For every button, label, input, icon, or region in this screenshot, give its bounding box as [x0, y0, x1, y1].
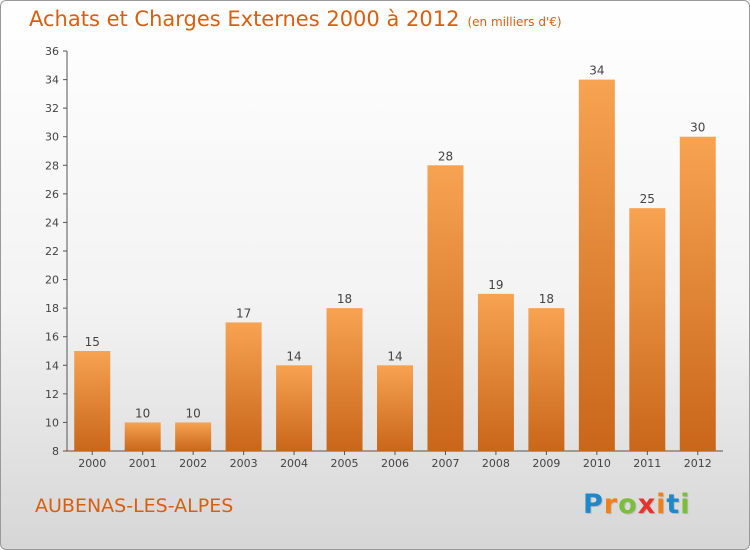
title-text: Achats et Charges Externes 2000 à 2012	[29, 7, 460, 31]
data-label: 25	[640, 192, 655, 206]
bar	[175, 422, 212, 451]
y-tick-label: 18	[45, 302, 59, 315]
y-tick-label: 34	[45, 74, 59, 87]
bar	[74, 351, 111, 451]
x-tick-label: 2009	[532, 457, 560, 470]
bar	[528, 308, 565, 451]
bar	[477, 293, 514, 451]
data-label: 14	[387, 349, 402, 363]
y-tick-label: 20	[45, 274, 59, 287]
data-label: 14	[286, 349, 301, 363]
bar	[679, 136, 716, 451]
data-label: 10	[135, 406, 150, 420]
x-tick-label: 2001	[129, 457, 157, 470]
data-label: 28	[438, 149, 453, 163]
y-tick-label: 22	[45, 245, 59, 258]
data-label: 18	[337, 292, 352, 306]
y-tick-label: 14	[45, 359, 59, 372]
logo-letter: r	[603, 489, 619, 520]
logo-letter: o	[618, 489, 638, 520]
bar	[276, 365, 313, 451]
y-tick-label: 36	[45, 45, 59, 58]
bar	[427, 165, 464, 452]
chart-bars	[74, 79, 716, 452]
x-tick-label: 2010	[583, 457, 611, 470]
data-label: 17	[236, 306, 251, 320]
y-tick-label: 10	[45, 416, 59, 429]
logo-letter: t	[666, 489, 681, 520]
bar	[326, 308, 363, 451]
y-tick-label: 28	[45, 159, 59, 172]
x-tick-label: 2011	[633, 457, 661, 470]
x-tick-label: 2000	[78, 457, 106, 470]
x-tick-label: 2003	[230, 457, 258, 470]
commune-name: AUBENAS-LES-ALPES	[35, 495, 234, 517]
bar	[225, 322, 262, 451]
y-tick-label: 12	[45, 388, 59, 401]
x-tick-label: 2007	[431, 457, 459, 470]
y-tick-label: 8	[52, 445, 59, 458]
bar	[377, 365, 413, 451]
logo-letter: P	[583, 489, 604, 520]
data-label: 10	[186, 406, 201, 420]
chart-subtitle: (en milliers d'€)	[467, 15, 562, 29]
data-label: 34	[589, 64, 604, 78]
chart-labels: 15 10 10 17 14 18 14 28 19 18 34 25 30	[85, 64, 706, 421]
bar	[124, 422, 161, 451]
chart-title: Achats et Charges Externes 2000 à 2012 (e…	[29, 7, 562, 31]
y-tick-label: 16	[45, 331, 59, 344]
data-label: 30	[690, 121, 705, 135]
y-tick-label: 32	[45, 102, 59, 115]
data-label: 18	[539, 292, 554, 306]
data-label: 19	[488, 278, 503, 292]
logo-letter: i	[680, 489, 691, 520]
logo-letter: x	[637, 489, 657, 520]
x-tick-label: 2012	[684, 457, 712, 470]
data-label: 15	[85, 335, 100, 349]
x-tick-label: 2004	[280, 457, 308, 470]
chart-axes: 8 10 12 14 16 18 20 22 24 26 28 30 32 34 36 2000 2001 200…	[45, 45, 723, 470]
logo-letter: i	[656, 489, 667, 520]
y-tick-label: 30	[45, 131, 59, 144]
x-tick-label: 2005	[331, 457, 359, 470]
y-tick-label: 26	[45, 188, 59, 201]
proxiti-logo: Proxiti	[583, 489, 691, 520]
x-tick-label: 2006	[381, 457, 409, 470]
bar	[629, 208, 666, 451]
x-tick-label: 2008	[482, 457, 510, 470]
y-tick-label: 24	[45, 216, 59, 229]
bar	[578, 79, 615, 452]
x-tick-label: 2002	[179, 457, 207, 470]
